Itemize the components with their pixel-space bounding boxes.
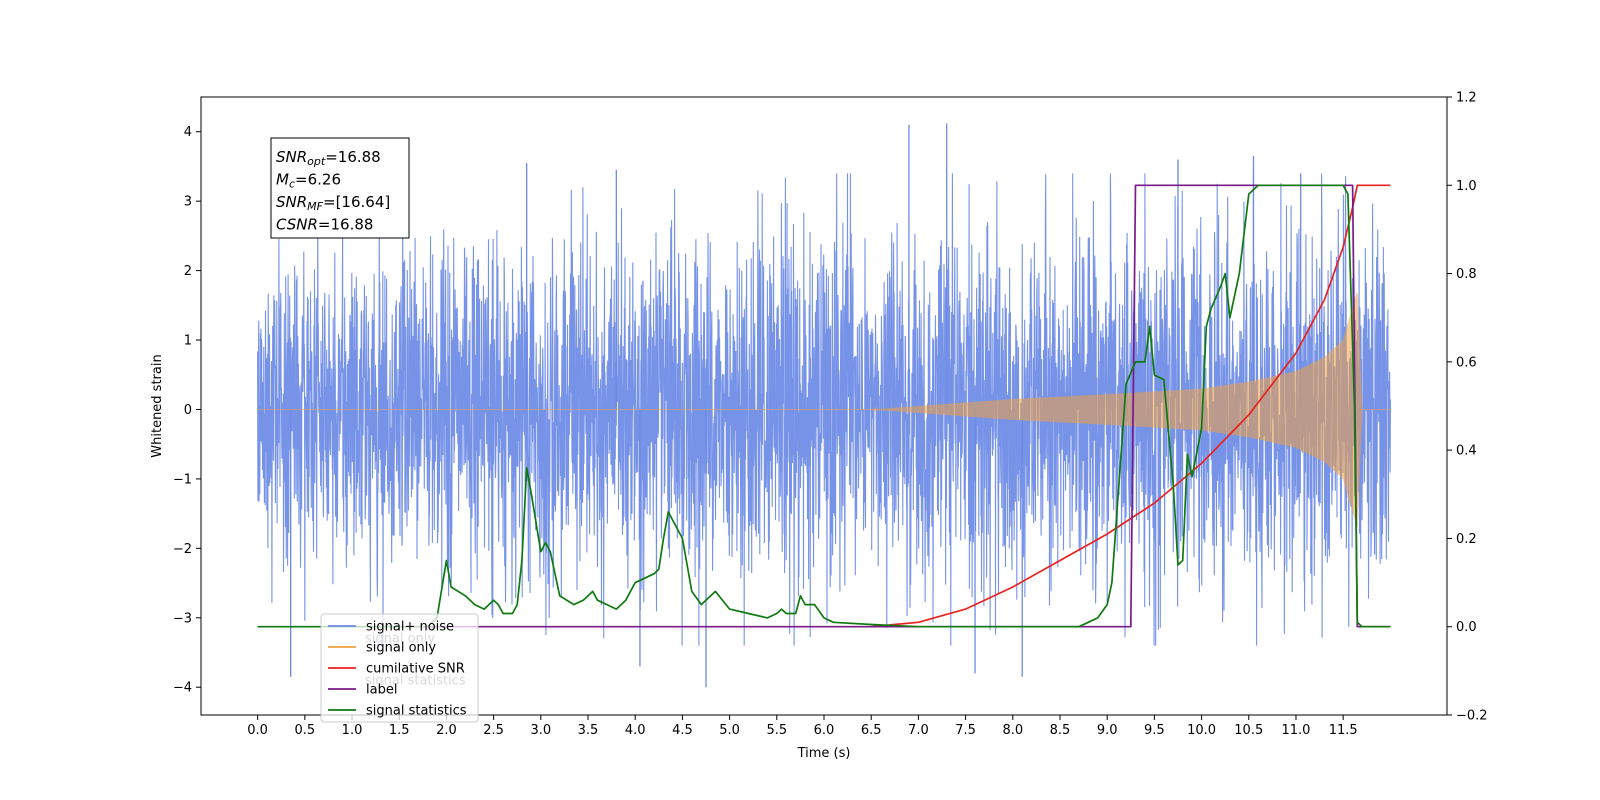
y-axis-label: Whitened strain <box>150 354 165 457</box>
series-signal-statistics <box>257 184 1391 628</box>
annotation-line: CSNR=16.88 <box>276 216 373 234</box>
x-tick-label: 1.0 <box>342 723 363 738</box>
legend-label: cumilative SNR <box>366 662 465 677</box>
plot-data-layer <box>257 123 1391 688</box>
legend-label: label <box>366 683 397 698</box>
y-right-tick-label: 1.0 <box>1456 179 1477 194</box>
y-tick-label: −2 <box>173 542 192 557</box>
x-tick-label: 8.0 <box>1002 723 1023 738</box>
x-tick-label: 6.5 <box>861 723 882 738</box>
x-tick-label: 7.5 <box>955 723 976 738</box>
annotation-symbol: SNR <box>276 148 307 166</box>
series-signal-noise <box>257 173 1391 646</box>
y-tick-label: 3 <box>184 195 192 210</box>
x-tick-label: 2.0 <box>436 723 457 738</box>
legend-frame <box>320 613 479 723</box>
x-tick-label: 3.0 <box>530 723 551 738</box>
annotation-value: =6.26 <box>295 171 341 189</box>
x-tick-label: 5.5 <box>766 723 787 738</box>
y-axis-right: −0.2 0.0 0.2 0.4 0.6 0.8 1.0 1.2 <box>1447 91 1488 724</box>
y-tick-label: 1 <box>184 334 192 349</box>
x-tick-label: 1.5 <box>389 723 410 738</box>
y-right-tick-label: 0.4 <box>1456 444 1477 459</box>
legend-label: signal statistics <box>366 704 467 719</box>
y-axis-left: −4 −3 −2 −1 0 1 2 3 4 <box>173 125 201 696</box>
y-right-tick-label: 0.6 <box>1456 355 1477 370</box>
x-tick-label: 8.5 <box>1050 723 1071 738</box>
y-tick-label: 4 <box>184 125 192 140</box>
y-tick-label: 0 <box>184 403 192 418</box>
x-tick-label: 7.0 <box>908 723 929 738</box>
annotation-subscript: c <box>289 178 295 191</box>
y-right-tick-label: 0.8 <box>1456 267 1477 282</box>
x-tick-label: 2.5 <box>483 723 504 738</box>
x-tick-label: 5.0 <box>719 723 740 738</box>
legend-label: signal only <box>366 641 436 656</box>
legend: signal+ noise signal only cumilative SNR la… <box>320 613 479 723</box>
x-tick-label: 3.5 <box>578 723 599 738</box>
x-tick-label: 4.0 <box>625 723 646 738</box>
annotation-value: =16.88 <box>325 148 381 166</box>
y-tick-label: −3 <box>173 611 192 626</box>
x-tick-label: 9.0 <box>1097 723 1118 738</box>
annotation-frame <box>270 137 410 239</box>
annotation-subscript: MF <box>307 200 323 213</box>
x-tick-label: 11.0 <box>1281 723 1310 738</box>
annotation-symbol: M <box>276 171 289 189</box>
x-tick-label: 10.5 <box>1234 723 1263 738</box>
annotation-symbol: CSNR <box>276 216 318 234</box>
y-right-tick-label: 0.2 <box>1456 532 1477 547</box>
x-tick-label: 11.5 <box>1329 723 1358 738</box>
annotation-value: =[16.64] <box>323 193 390 211</box>
x-tick-label: 0.0 <box>247 723 268 738</box>
annotation-subscript: opt <box>307 155 326 168</box>
annotation-line: SNRopt=16.88 <box>276 148 381 168</box>
x-tick-label: 10.0 <box>1187 723 1216 738</box>
y-right-tick-label: 1.2 <box>1456 91 1477 106</box>
x-tick-label: 4.5 <box>672 723 693 738</box>
x-tick-label: 6.0 <box>814 723 835 738</box>
x-axis-label: Time (s) <box>797 746 851 761</box>
y-tick-label: −4 <box>173 681 192 696</box>
x-tick-label: 9.5 <box>1144 723 1165 738</box>
y-tick-label: 2 <box>184 264 192 279</box>
annotation-value: =16.88 <box>318 216 374 234</box>
annotation-line: SNRMF=[16.64] <box>276 193 390 213</box>
legend-label: signal+ noise <box>366 620 454 635</box>
metrics-annotation-box: SNRopt=16.88Mc=6.26SNRMF=[16.64]CSNR=16.… <box>270 137 410 239</box>
annotation-line: Mc=6.26 <box>276 171 341 191</box>
x-axis: 0.0 0.5 1.0 1.5 2.0 2.5 3.0 3.5 4.0 4.5 5.0 5.5 6.0 6… <box>247 715 1358 738</box>
y-right-tick-label: −0.2 <box>1456 709 1488 724</box>
y-tick-label: −1 <box>173 472 192 487</box>
annotation-symbol: SNR <box>276 193 307 211</box>
series-signal-only <box>257 292 1391 528</box>
y-right-tick-label: 0.0 <box>1456 620 1477 635</box>
x-tick-label: 0.5 <box>294 723 315 738</box>
